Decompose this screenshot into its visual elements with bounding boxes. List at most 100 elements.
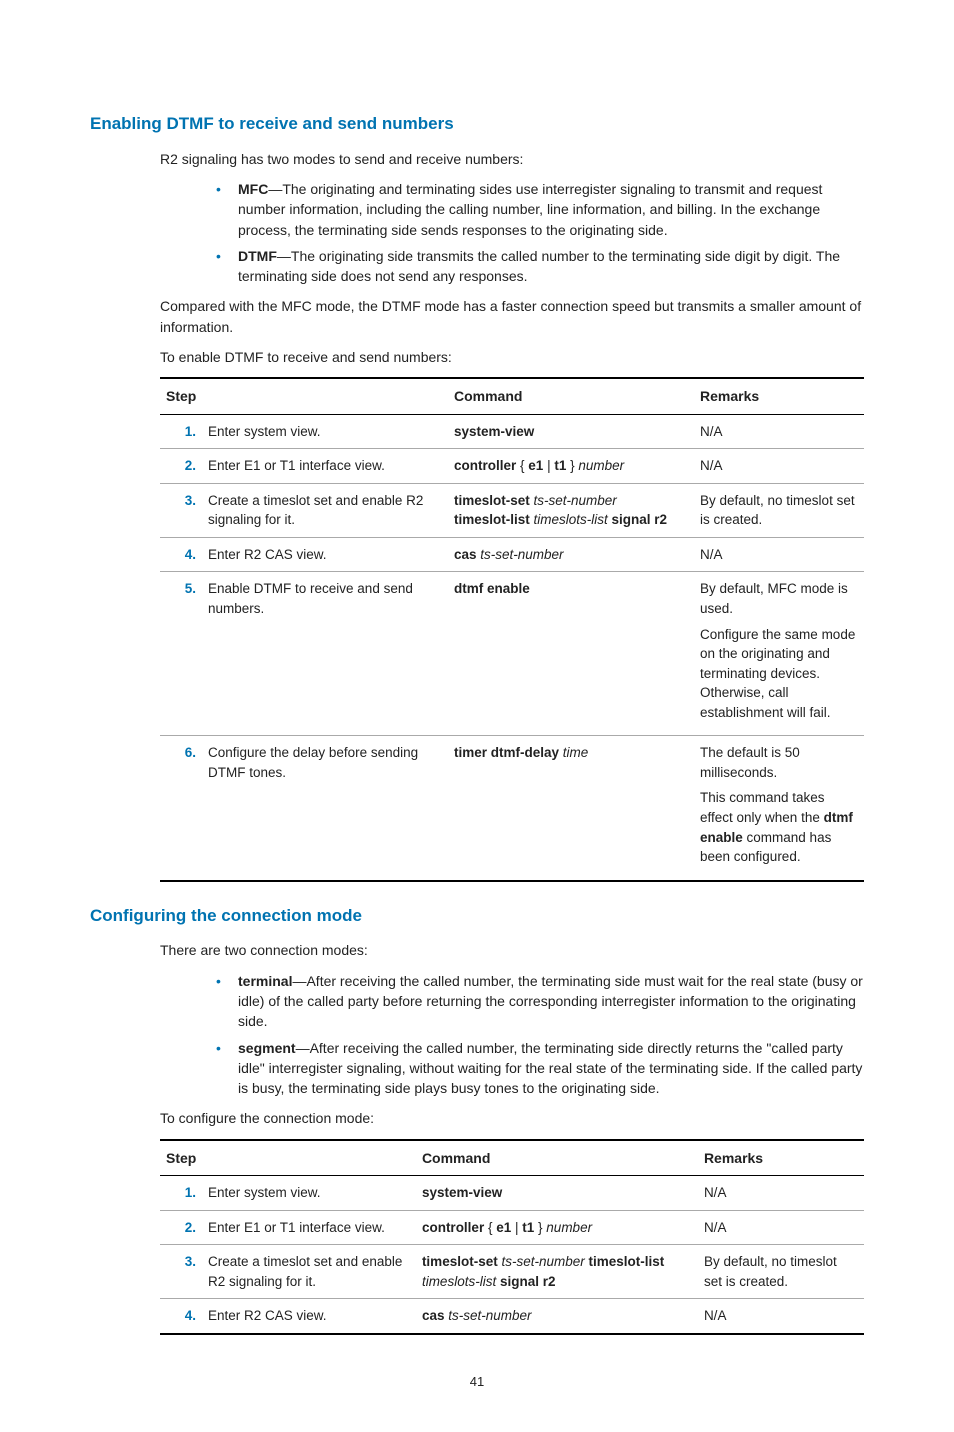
body-paragraph: To enable DTMF to receive and send numbe…: [160, 347, 864, 367]
step-desc: Create a timeslot set and enable R2 sign…: [202, 483, 448, 537]
step-desc: Enter E1 or T1 interface view.: [202, 1210, 416, 1245]
table-row: 5. Enable DTMF to receive and send numbe…: [160, 572, 864, 736]
step-number: 5.: [160, 572, 202, 736]
step-number: 3.: [160, 1245, 202, 1299]
step-number: 6.: [160, 736, 202, 881]
command-cell: timeslot-set ts-set-number timeslot-list…: [448, 483, 694, 537]
table-row: 4. Enter R2 CAS view. cas ts-set-number …: [160, 537, 864, 572]
cmd-token: e1: [528, 458, 543, 473]
body-paragraph: Compared with the MFC mode, the DTMF mod…: [160, 296, 864, 337]
table-header-remarks: Remarks: [698, 1140, 864, 1176]
cmd-token: |: [511, 1220, 522, 1235]
cmd-token: timer dtmf-delay: [454, 745, 559, 760]
cmd-token: system-view: [454, 424, 534, 439]
command-cell: timeslot-set ts-set-number timeslot-list…: [416, 1245, 698, 1299]
cmd-token: ts-set-number: [530, 493, 617, 508]
step-desc: Enter R2 CAS view.: [202, 1299, 416, 1334]
step-number: 1.: [160, 1176, 202, 1211]
bullet-strong: MFC: [238, 181, 268, 197]
section1-body: R2 signaling has two modes to send and r…: [160, 149, 864, 882]
intro-text: There are two connection modes:: [160, 940, 864, 960]
section-heading-dtmf: Enabling DTMF to receive and send number…: [90, 112, 864, 137]
table-row: 3. Create a timeslot set and enable R2 s…: [160, 483, 864, 537]
command-cell: controller { e1 | t1 } number: [448, 449, 694, 484]
cmd-token: time: [559, 745, 588, 760]
section-heading-connection-mode: Configuring the connection mode: [90, 904, 864, 929]
step-number: 3.: [160, 483, 202, 537]
table-row: 6. Configure the delay before sending DT…: [160, 736, 864, 881]
command-cell: timer dtmf-delay time: [448, 736, 694, 881]
step-desc: Enter system view.: [202, 414, 448, 449]
bullet-strong: DTMF: [238, 248, 277, 264]
cmd-token: timeslot-set: [422, 1254, 498, 1269]
table-header-command: Command: [448, 378, 694, 414]
cmd-token: {: [484, 1220, 496, 1235]
cmd-token: signal r2: [496, 1274, 555, 1289]
cmd-token: timeslots-list: [422, 1274, 496, 1289]
step-desc: Enter E1 or T1 interface view.: [202, 449, 448, 484]
remarks-cell: N/A: [698, 1176, 864, 1211]
step-number: 4.: [160, 537, 202, 572]
table-row: 1. Enter system view. system-view N/A: [160, 1176, 864, 1211]
step-desc: Enter R2 CAS view.: [202, 537, 448, 572]
command-cell: dtmf enable: [448, 572, 694, 736]
cmd-token: timeslot-list: [585, 1254, 665, 1269]
step-desc: Configure the delay before sending DTMF …: [202, 736, 448, 881]
cmd-token: timeslots-list: [530, 512, 608, 527]
cmd-token: ts-set-number: [498, 1254, 585, 1269]
bullet-text: —The originating and terminating sides u…: [238, 181, 822, 238]
steps-table-dtmf: Step Command Remarks 1. Enter system vie…: [160, 377, 864, 881]
cmd-token: ts-set-number: [444, 1308, 531, 1323]
cmd-token: cas: [454, 547, 477, 562]
cmd-token: }: [534, 1220, 546, 1235]
remarks-cell: N/A: [698, 1210, 864, 1245]
remarks-cell: The default is 50 milliseconds. This com…: [694, 736, 864, 881]
cmd-token: controller: [454, 458, 516, 473]
table-header-step: Step: [160, 378, 448, 414]
cmd-token: system-view: [422, 1185, 502, 1200]
command-cell: cas ts-set-number: [416, 1299, 698, 1334]
cmd-token: |: [543, 458, 554, 473]
table-header-step: Step: [160, 1140, 416, 1176]
remarks-line: This command takes effect only when the …: [700, 788, 858, 866]
section2-body: There are two connection modes: terminal…: [160, 940, 864, 1334]
command-cell: system-view: [416, 1176, 698, 1211]
cmd-token: number: [578, 458, 624, 473]
step-desc: Enter system view.: [202, 1176, 416, 1211]
table-row: 1. Enter system view. system-view N/A: [160, 414, 864, 449]
cmd-token: number: [546, 1220, 592, 1235]
step-number: 1.: [160, 414, 202, 449]
remarks-text: This command takes effect only when the: [700, 790, 825, 825]
mode-list: MFC—The originating and terminating side…: [210, 179, 864, 286]
table-header-command: Command: [416, 1140, 698, 1176]
list-item: terminal—After receiving the called numb…: [210, 971, 864, 1032]
cmd-token: e1: [496, 1220, 511, 1235]
cmd-token: ts-set-number: [477, 547, 564, 562]
bullet-text: —The originating side transmits the call…: [238, 248, 840, 284]
table-row: 4. Enter R2 CAS view. cas ts-set-number …: [160, 1299, 864, 1334]
step-number: 2.: [160, 449, 202, 484]
cmd-token: controller: [422, 1220, 484, 1235]
remarks-cell: By default, MFC mode is used. Configure …: [694, 572, 864, 736]
bullet-text: —After receiving the called number, the …: [238, 973, 863, 1030]
remarks-cell: N/A: [698, 1299, 864, 1334]
intro-text: R2 signaling has two modes to send and r…: [160, 149, 864, 169]
remarks-line: Configure the same mode on the originati…: [700, 625, 858, 723]
table-row: 2. Enter E1 or T1 interface view. contro…: [160, 1210, 864, 1245]
cmd-token: signal r2: [608, 512, 667, 527]
remarks-cell: By default, no timeslot set is created.: [698, 1245, 864, 1299]
table-row: 3. Create a timeslot set and enable R2 s…: [160, 1245, 864, 1299]
remarks-cell: N/A: [694, 414, 864, 449]
steps-table-connection: Step Command Remarks 1. Enter system vie…: [160, 1139, 864, 1335]
table-header-remarks: Remarks: [694, 378, 864, 414]
cmd-token: t1: [554, 458, 566, 473]
cmd-token: {: [516, 458, 528, 473]
connection-mode-list: terminal—After receiving the called numb…: [210, 971, 864, 1099]
remarks-line: The default is 50 milliseconds.: [700, 743, 858, 782]
cmd-token: }: [566, 458, 578, 473]
bullet-strong: terminal: [238, 973, 292, 989]
remarks-cell: N/A: [694, 537, 864, 572]
command-cell: system-view: [448, 414, 694, 449]
bullet-strong: segment: [238, 1040, 296, 1056]
remarks-cell: N/A: [694, 449, 864, 484]
